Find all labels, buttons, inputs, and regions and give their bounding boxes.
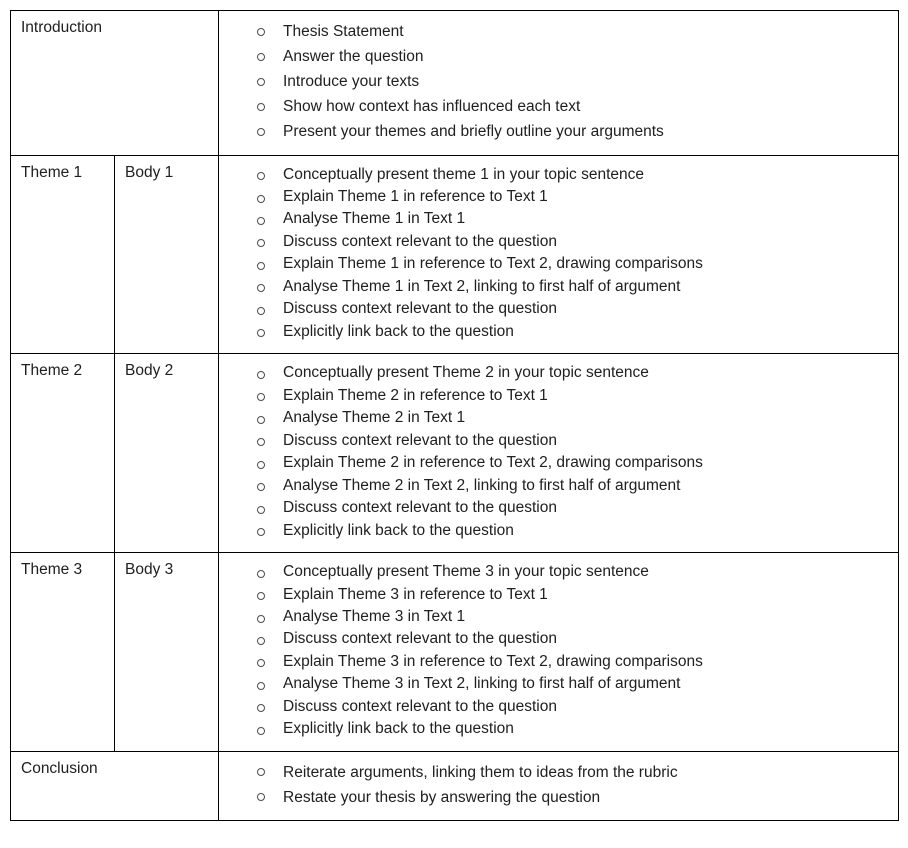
bullet-list-conclusion: Reiterate arguments, linking them to ide… — [229, 760, 890, 810]
bullet-item: Analyse Theme 2 in Text 2, linking to fi… — [257, 475, 890, 497]
bullet-item: Explicitly link back to the question — [257, 718, 890, 740]
section-label-introduction: Introduction — [11, 11, 219, 156]
bullet-list-introduction: Thesis StatementAnswer the questionIntro… — [229, 19, 890, 145]
bullet-item: Explain Theme 2 in reference to Text 1 — [257, 385, 890, 407]
body-label-theme-3: Body 3 — [115, 553, 219, 752]
content-cell-theme-1: Conceptually present theme 1 in your top… — [219, 155, 899, 354]
content-cell-introduction: Thesis StatementAnswer the questionIntro… — [219, 11, 899, 156]
bullet-item: Explain Theme 1 in reference to Text 1 — [257, 186, 890, 208]
bullet-item: Introduce your texts — [257, 69, 890, 94]
bullet-item: Analyse Theme 3 in Text 2, linking to fi… — [257, 673, 890, 695]
bullet-item: Analyse Theme 3 in Text 1 — [257, 606, 890, 628]
bullet-list-theme-2: Conceptually present Theme 2 in your top… — [229, 362, 890, 542]
bullet-item: Discuss context relevant to the question — [257, 231, 890, 253]
bullet-list-theme-3: Conceptually present Theme 3 in your top… — [229, 561, 890, 741]
bullet-list-theme-1: Conceptually present theme 1 in your top… — [229, 164, 890, 344]
row-introduction: IntroductionThesis StatementAnswer the q… — [11, 11, 899, 156]
bullet-item: Show how context has influenced each tex… — [257, 94, 890, 119]
essay-structure-body: IntroductionThesis StatementAnswer the q… — [11, 11, 899, 821]
bullet-item: Explain Theme 3 in reference to Text 1 — [257, 584, 890, 606]
bullet-item: Conceptually present theme 1 in your top… — [257, 164, 890, 186]
bullet-item: Explain Theme 3 in reference to Text 2, … — [257, 651, 890, 673]
bullet-item: Conceptually present Theme 3 in your top… — [257, 561, 890, 583]
row-conclusion: Conclusion Reiterate arguments, linking t… — [11, 751, 899, 820]
bullet-item: Discuss context relevant to the question — [257, 298, 890, 320]
bullet-item: Explain Theme 1 in reference to Text 2, … — [257, 253, 890, 275]
row-theme-1: Theme 1Body 1 Conceptually present theme … — [11, 155, 899, 354]
bullet-item: Analyse Theme 1 in Text 1 — [257, 208, 890, 230]
theme-label-theme-3: Theme 3 — [11, 553, 115, 752]
bullet-item: Explicitly link back to the question — [257, 321, 890, 343]
row-theme-2: Theme 2Body 2 Conceptually present Theme … — [11, 354, 899, 553]
bullet-item: Thesis Statement — [257, 19, 890, 44]
body-label-theme-1: Body 1 — [115, 155, 219, 354]
bullet-item: Conceptually present Theme 2 in your top… — [257, 362, 890, 384]
bullet-item: Discuss context relevant to the question — [257, 628, 890, 650]
body-label-theme-2: Body 2 — [115, 354, 219, 553]
bullet-item: Explain Theme 2 in reference to Text 2, … — [257, 452, 890, 474]
content-cell-theme-2: Conceptually present Theme 2 in your top… — [219, 354, 899, 553]
bullet-item: Reiterate arguments, linking them to ide… — [257, 760, 890, 785]
bullet-item: Analyse Theme 1 in Text 2, linking to fi… — [257, 276, 890, 298]
content-cell-conclusion: Reiterate arguments, linking them to ide… — [219, 751, 899, 820]
bullet-item: Present your themes and briefly outline … — [257, 119, 890, 144]
bullet-item: Restate your thesis by answering the que… — [257, 785, 890, 810]
bullet-item: Explicitly link back to the question — [257, 520, 890, 542]
bullet-item: Answer the question — [257, 44, 890, 69]
bullet-item: Discuss context relevant to the question — [257, 430, 890, 452]
theme-label-theme-1: Theme 1 — [11, 155, 115, 354]
content-cell-theme-3: Conceptually present Theme 3 in your top… — [219, 553, 899, 752]
essay-structure-table: IntroductionThesis StatementAnswer the q… — [10, 10, 899, 821]
bullet-item: Discuss context relevant to the question — [257, 497, 890, 519]
theme-label-theme-2: Theme 2 — [11, 354, 115, 553]
row-theme-3: Theme 3Body 3 Conceptually present Theme … — [11, 553, 899, 752]
bullet-item: Discuss context relevant to the question — [257, 696, 890, 718]
bullet-item: Analyse Theme 2 in Text 1 — [257, 407, 890, 429]
section-label-conclusion: Conclusion — [11, 751, 219, 820]
